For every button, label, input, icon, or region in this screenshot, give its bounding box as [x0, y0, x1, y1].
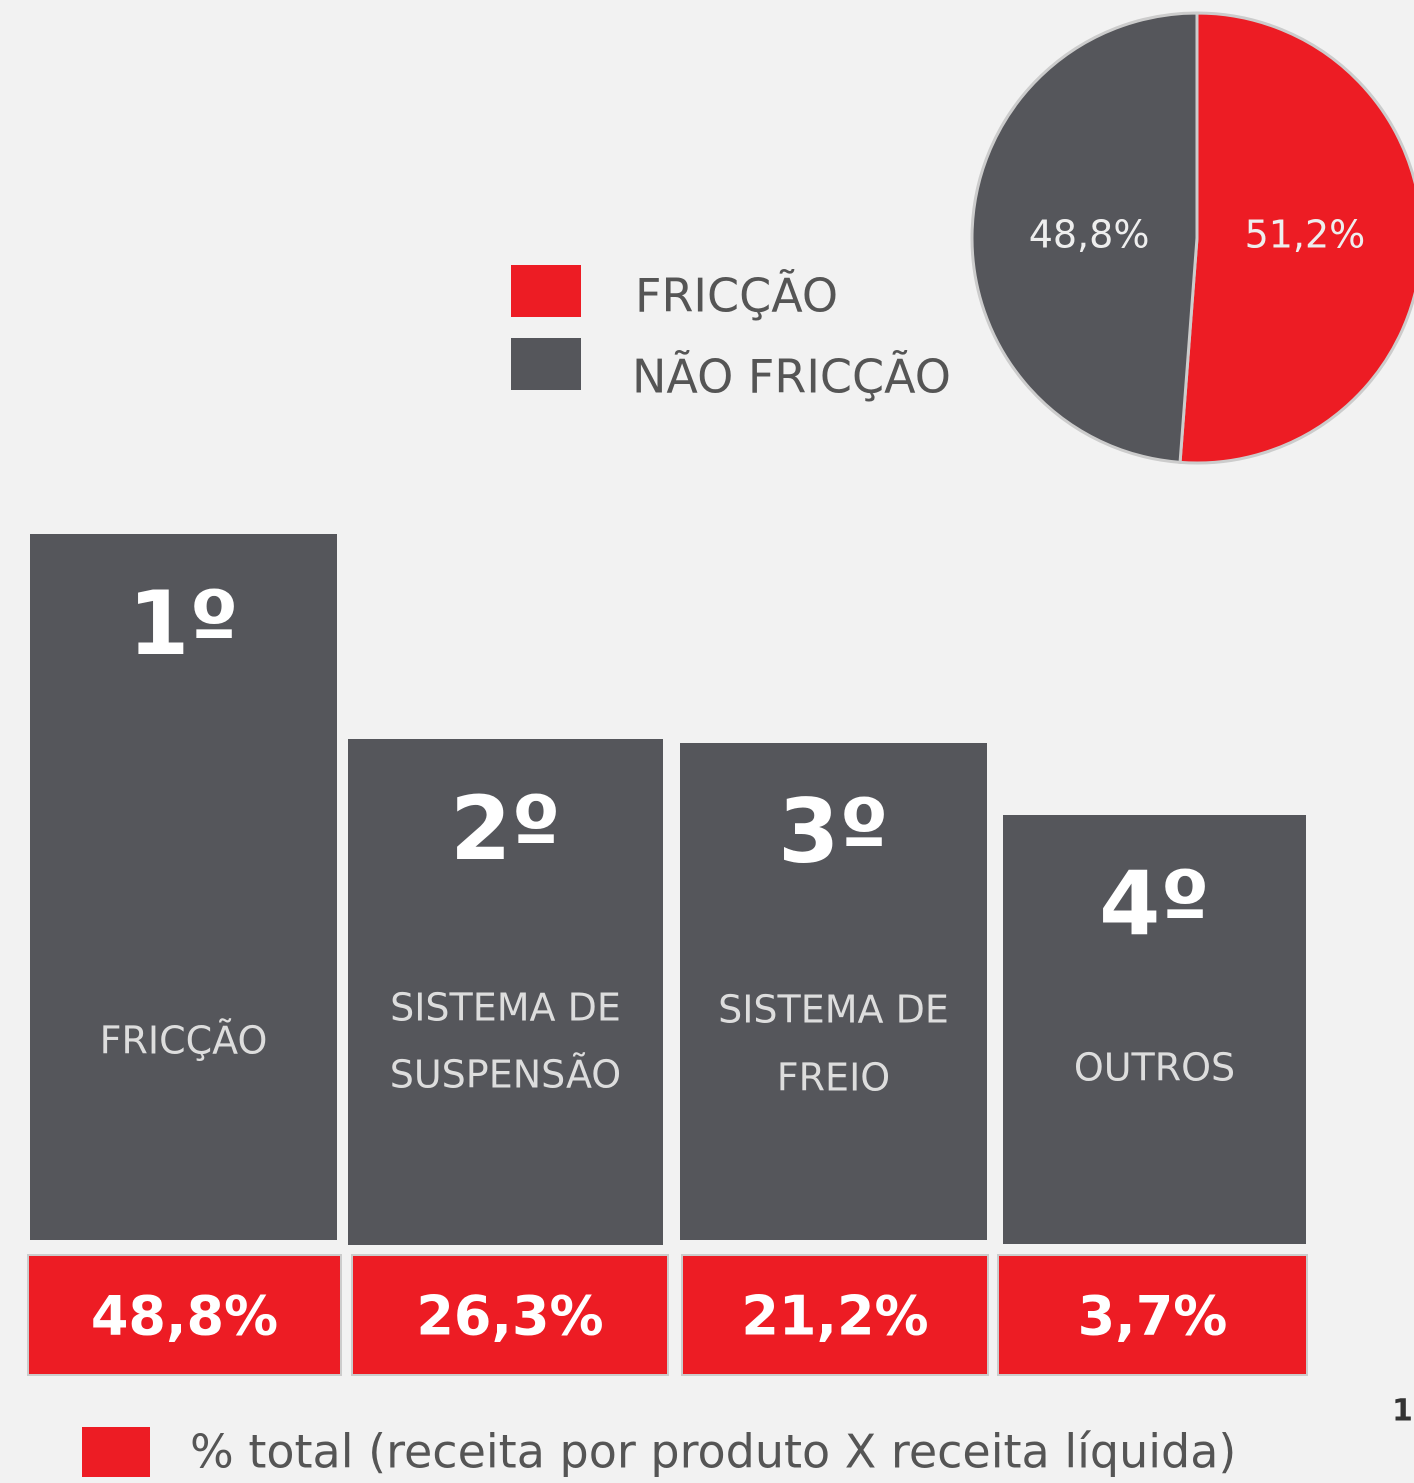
pie-value-label: 51,2%: [1245, 213, 1366, 257]
rank-label: OUTROS: [1074, 1046, 1235, 1090]
rank-number: 2º: [450, 777, 561, 880]
rank-label: FRICÇÃO: [100, 1019, 268, 1063]
rank-block: [30, 534, 337, 1240]
rank-block: [1003, 815, 1306, 1244]
pie-slice: [1178, 11, 1414, 465]
rank-block: [680, 743, 987, 1240]
share-box: [681, 1254, 989, 1376]
rank-label: SISTEMA DE: [718, 988, 949, 1032]
pie-value-label: 48,8%: [1029, 213, 1150, 257]
legend-label: FRICÇÃO: [635, 269, 838, 323]
pie-slice: [970, 11, 1199, 464]
rank-label: SISTEMA DE: [390, 986, 621, 1030]
rank-label: FREIO: [777, 1056, 890, 1100]
legend-swatch: [511, 338, 581, 390]
share-value: 26,3%: [416, 1285, 603, 1348]
footer-legend: % total (receita por produto X receita l…: [190, 1425, 1236, 1479]
footer-legend-swatch: [82, 1427, 150, 1477]
rank-number: 1º: [128, 572, 239, 675]
legend-swatch: [511, 265, 581, 317]
share-value: 48,8%: [91, 1285, 278, 1348]
share-box: [27, 1254, 342, 1376]
share-value: 3,7%: [1078, 1285, 1228, 1348]
page-number: 15: [1392, 1394, 1414, 1429]
share-box: [351, 1254, 669, 1376]
legend-label: NÃO FRICÇÃO: [632, 350, 951, 404]
share-box: [997, 1254, 1308, 1376]
rank-number: 3º: [778, 780, 889, 883]
rank-label: SUSPENSÃO: [390, 1053, 621, 1097]
rank-block: [348, 739, 663, 1245]
rank-number: 4º: [1099, 852, 1210, 955]
share-value: 21,2%: [741, 1285, 928, 1348]
